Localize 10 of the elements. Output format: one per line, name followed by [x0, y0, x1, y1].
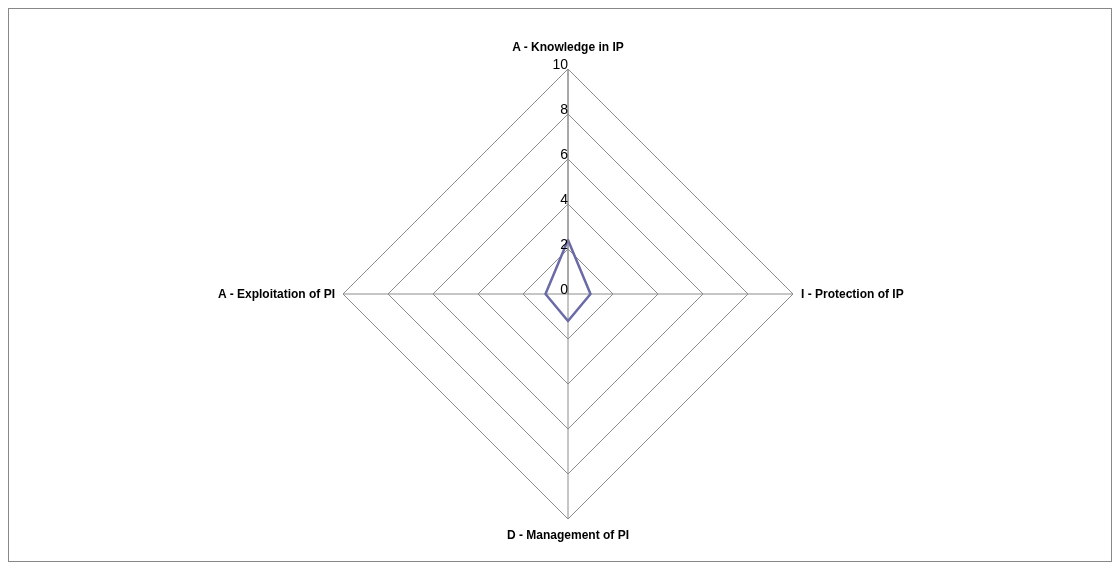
y-tick-label: 6 — [560, 146, 569, 162]
spoke-label: I - Protection of IP — [801, 287, 904, 301]
y-tick-label: 0 — [560, 281, 569, 297]
spoke-label: D - Management of PI — [506, 528, 630, 542]
y-tick-label: 2 — [560, 236, 569, 252]
spoke-label: A - Exploitation of PI — [218, 287, 335, 301]
y-tick-label: 10 — [552, 56, 569, 72]
y-tick-label: 8 — [560, 101, 569, 117]
spoke-label: A - Knowledge in IP — [512, 40, 624, 54]
y-tick-label: 4 — [560, 191, 569, 207]
